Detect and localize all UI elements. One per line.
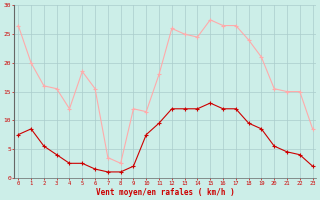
X-axis label: Vent moyen/en rafales ( km/h ): Vent moyen/en rafales ( km/h ) xyxy=(96,188,235,197)
